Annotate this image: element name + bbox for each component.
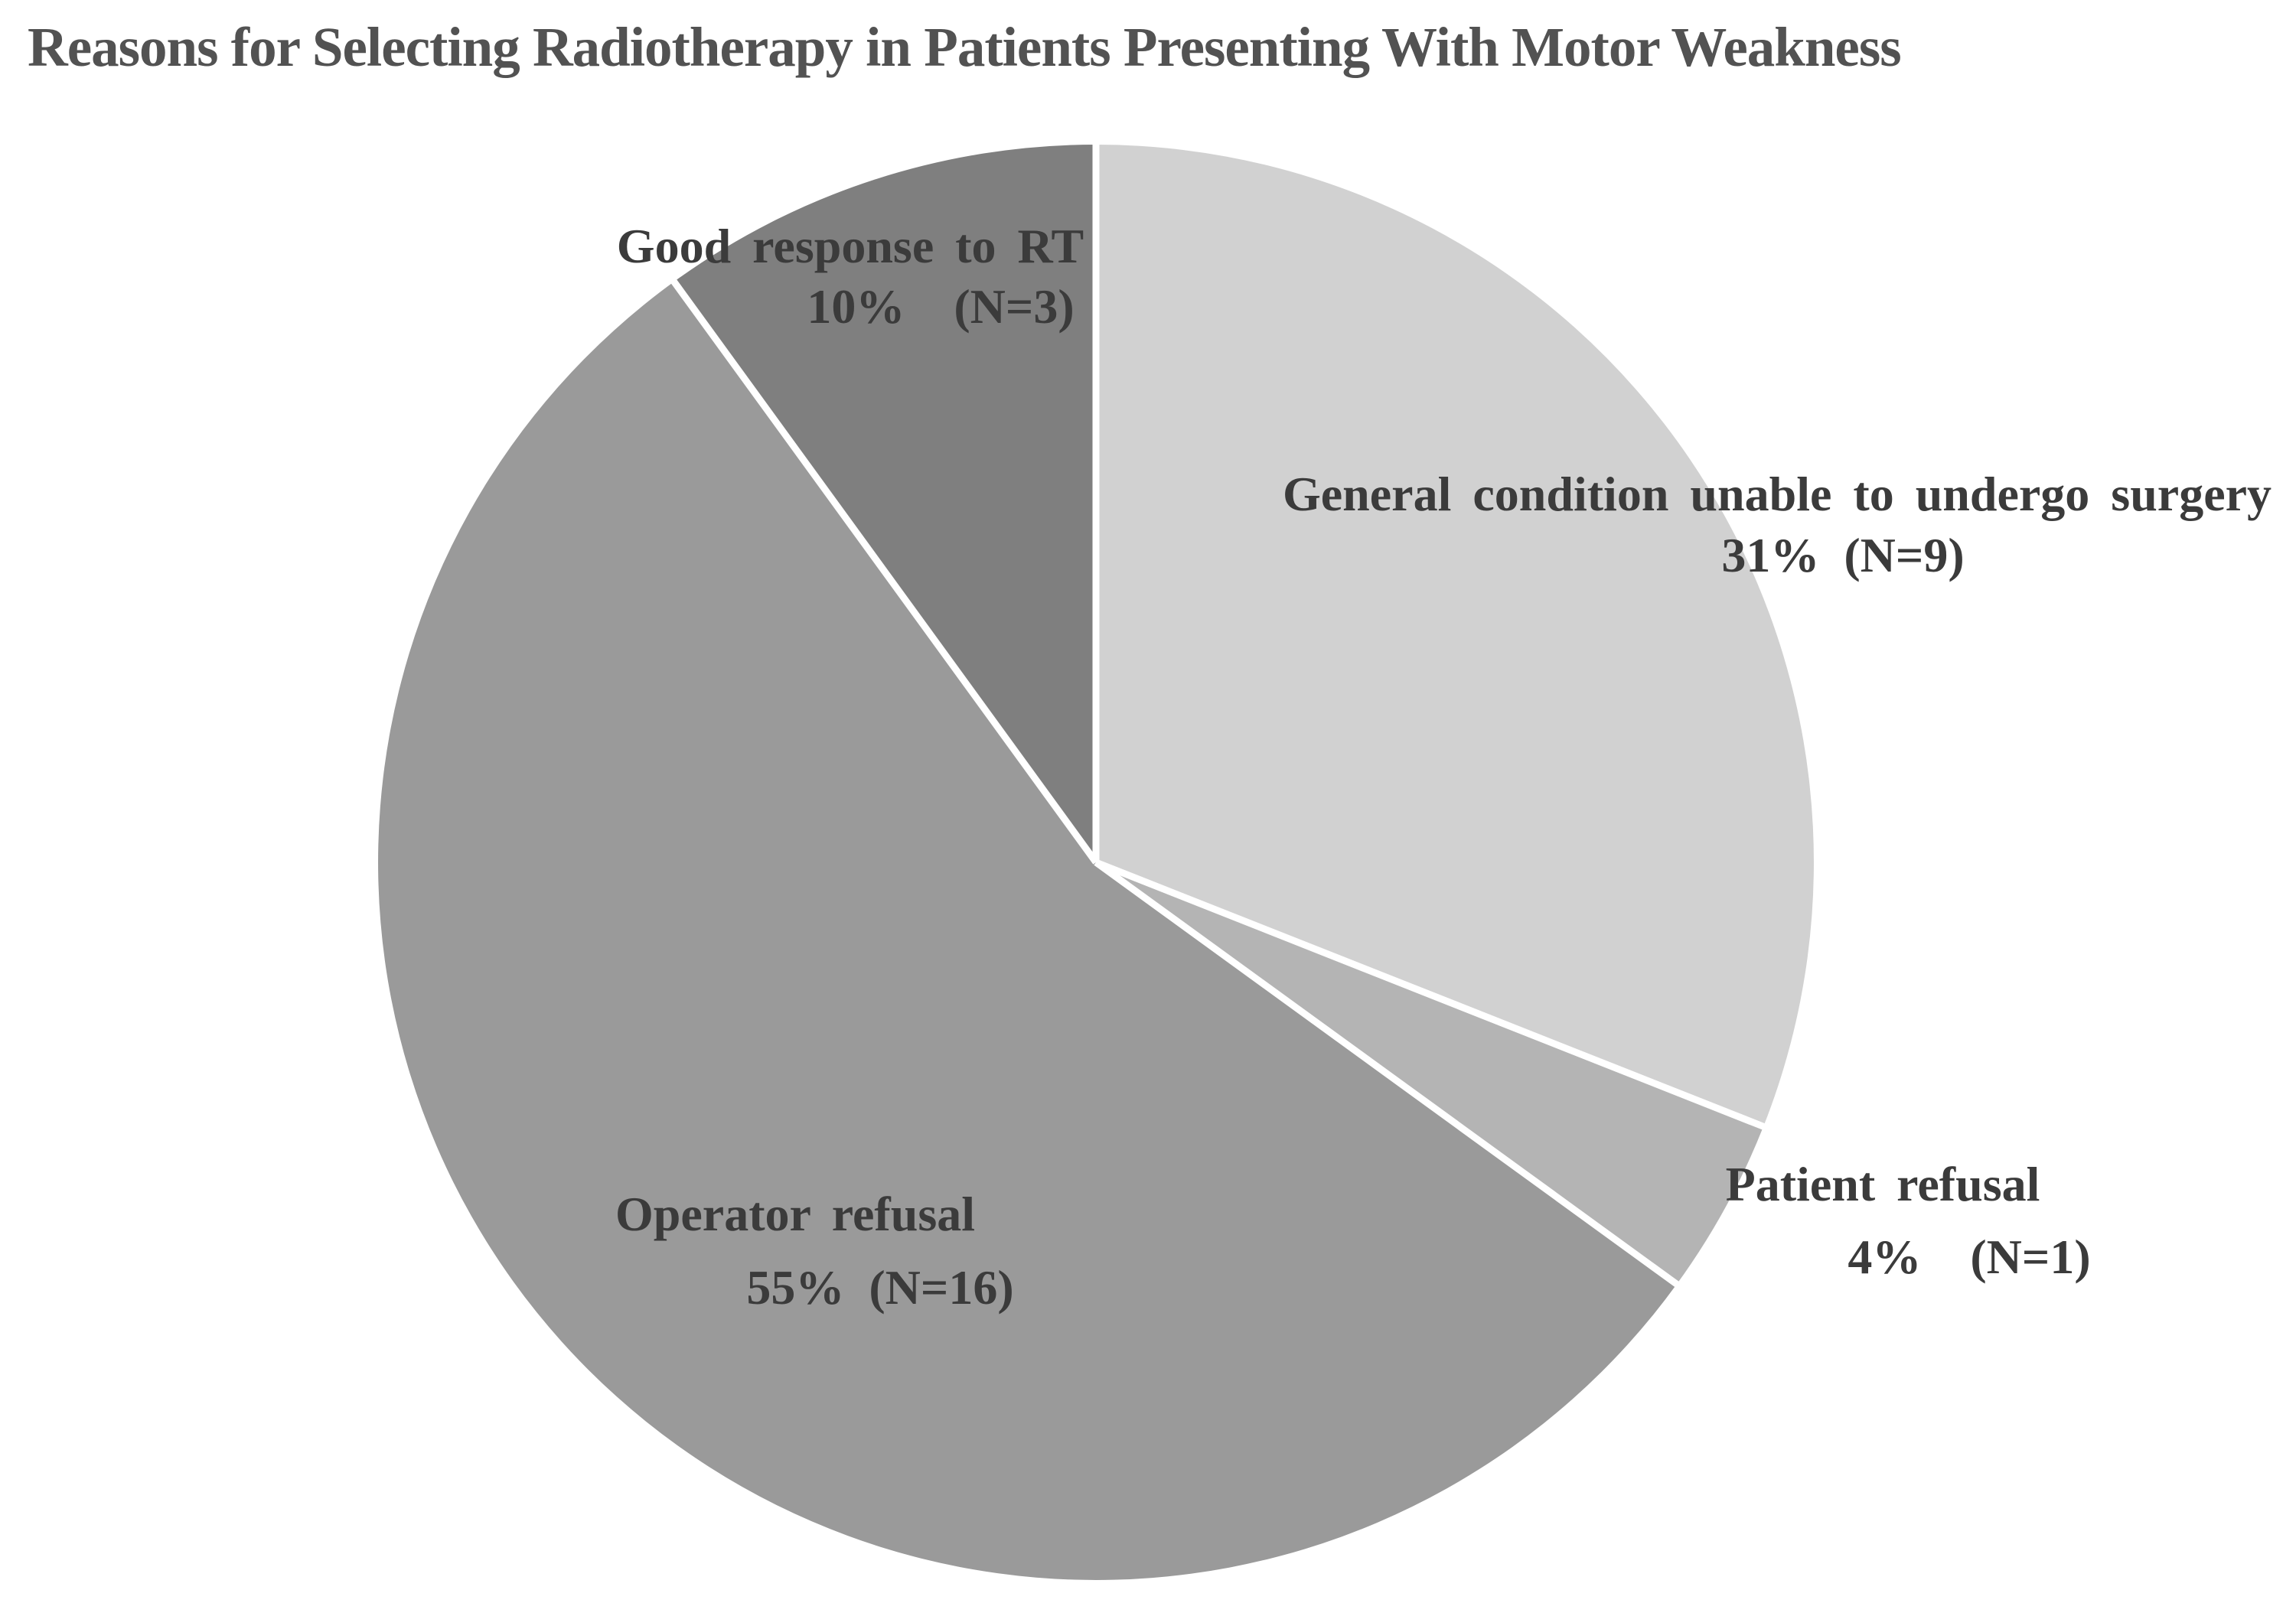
pie-slice-operator-refusal (378, 282, 1677, 1580)
slice-label-general-condition: General condition unable to undergo surg… (1282, 467, 2272, 521)
slice-value-patient-refusal: 4% (N=1) (1848, 1230, 2091, 1284)
pie-slice-good-response-to-rt (673, 145, 1096, 862)
slice-label-operator-refusal: Operator refusal (615, 1187, 975, 1241)
slice-value-operator-refusal: 55% (N=16) (746, 1260, 1014, 1315)
chart-title: Reasons for Selecting Radiotherapy in Pa… (28, 16, 1902, 78)
slice-label-patient-refusal: Patient refusal (1725, 1157, 2040, 1211)
pie-slice-general-condition-unable-to-undergo-surgery (1096, 145, 1814, 1127)
slice-divider (1094, 859, 1766, 1131)
slice-label-good-response-to-rt: Good response to RT (616, 219, 1084, 273)
slice-value-good-response-to-rt: 10% (N=3) (807, 279, 1075, 334)
slice-divider (1094, 859, 1681, 1289)
slice-value-general-condition: 31% (N=9) (1721, 528, 1965, 582)
pie-slice-patient-refusal (1096, 862, 1764, 1285)
slice-divider (670, 278, 1099, 865)
